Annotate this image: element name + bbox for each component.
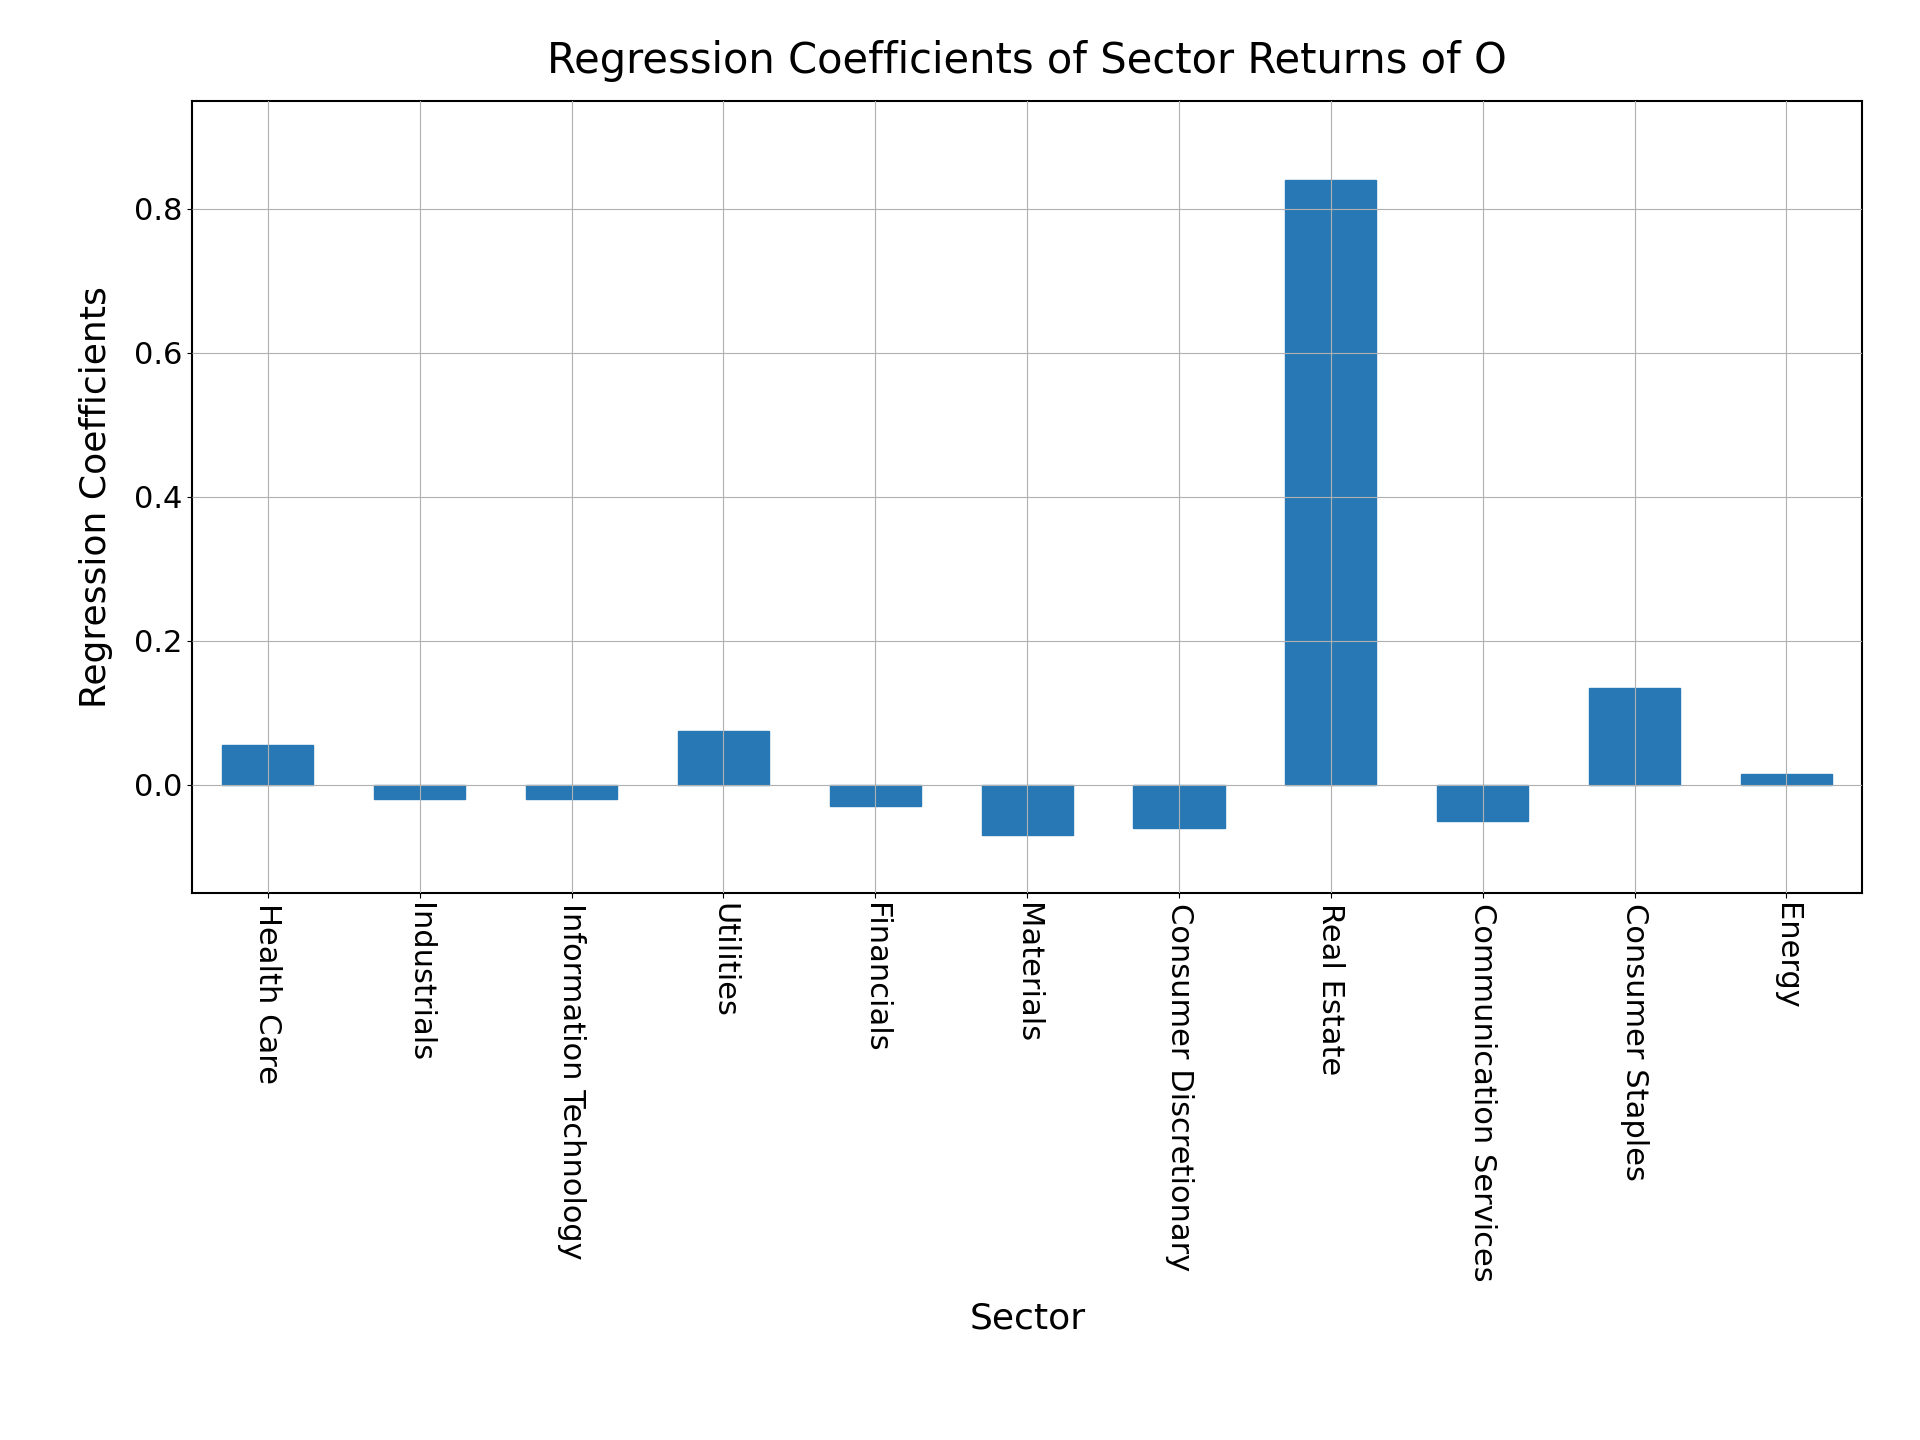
Bar xyxy=(1741,775,1832,785)
Bar xyxy=(526,785,616,799)
Title: Regression Coefficients of Sector Returns of O: Regression Coefficients of Sector Return… xyxy=(547,40,1507,82)
X-axis label: Sector: Sector xyxy=(970,1302,1085,1336)
Bar xyxy=(829,785,922,806)
Bar xyxy=(223,746,313,785)
Bar xyxy=(1133,785,1225,828)
Bar xyxy=(1284,180,1377,785)
Y-axis label: Regression Coefficients: Regression Coefficients xyxy=(79,287,113,707)
Bar xyxy=(678,730,770,785)
Bar xyxy=(1438,785,1528,821)
Bar xyxy=(374,785,465,799)
Bar xyxy=(981,785,1073,835)
Bar xyxy=(1590,687,1680,785)
